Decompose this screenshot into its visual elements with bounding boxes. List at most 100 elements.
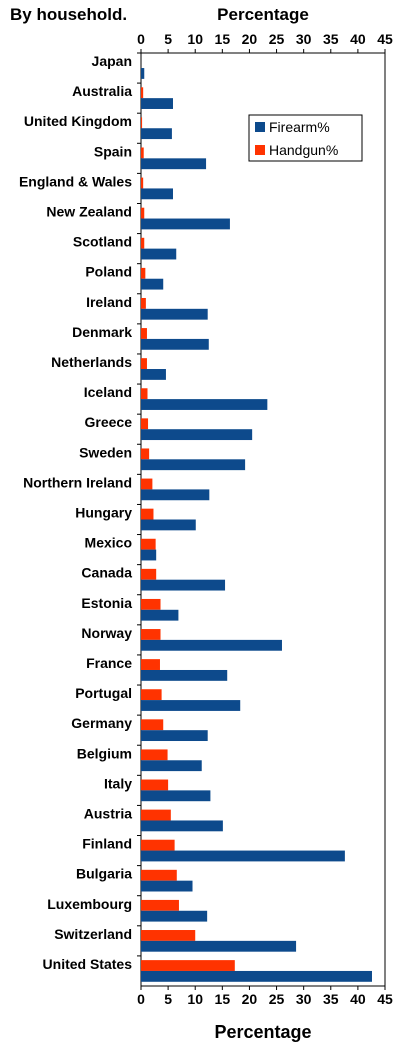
category-label: New Zealand [46, 204, 132, 220]
top-tick-label: 10 [187, 31, 203, 47]
bar-handgun [141, 147, 144, 159]
legend-box [248, 114, 363, 162]
bar-handgun [141, 358, 147, 370]
bar-firearm [141, 760, 202, 772]
bar-handgun [141, 177, 144, 189]
bar-handgun [141, 297, 146, 309]
bar-handgun [141, 629, 161, 640]
bar-firearm [141, 609, 179, 621]
bar-handgun [141, 448, 150, 460]
bar-handgun [141, 388, 148, 400]
bar-firearm [141, 579, 226, 591]
bottom-tick-label: 10 [187, 991, 203, 1007]
category-label: Denmark [72, 324, 132, 340]
bar-firearm [141, 820, 223, 832]
bar-firearm [141, 218, 230, 230]
bar-handgun [141, 598, 161, 610]
bar-handgun [141, 117, 143, 129]
category-label: Germany [71, 715, 132, 731]
category-label: Northern Ireland [23, 474, 132, 490]
top-tick-label: 45 [377, 31, 393, 47]
top-tick-label: 25 [269, 31, 285, 47]
bar-handgun [141, 689, 162, 701]
bar-handgun [141, 809, 171, 821]
bottom-tick-label: 45 [377, 991, 393, 1007]
legend-label-handgun: Handgun% [269, 142, 338, 158]
category-label: Poland [85, 264, 132, 280]
bar-firearm [141, 338, 209, 350]
category-label: Italy [104, 775, 132, 791]
category-label: Greece [85, 414, 133, 430]
bar-firearm [141, 940, 297, 952]
category-label: Switzerland [54, 926, 132, 942]
bottom-tick-label: 35 [323, 991, 339, 1007]
bar-handgun [141, 960, 235, 971]
category-label: Ireland [86, 294, 132, 310]
bar-firearm [141, 639, 282, 651]
category-label: Scotland [73, 234, 132, 250]
category-label: United Kingdom [24, 113, 132, 129]
bar-firearm [141, 158, 207, 170]
bar-firearm [141, 278, 164, 290]
bar-firearm [141, 248, 177, 260]
category-label: United States [43, 956, 133, 972]
bottom-tick-label: 5 [164, 991, 172, 1007]
category-label: Netherlands [51, 354, 132, 370]
bar-firearm [141, 128, 172, 140]
bar-firearm [141, 549, 157, 561]
legend-label-firearm: Firearm% [269, 119, 330, 135]
bar-firearm [141, 188, 173, 200]
top-tick-label: 40 [350, 31, 366, 47]
category-label: Iceland [84, 384, 132, 400]
bottom-tick-label: 20 [242, 991, 258, 1007]
bar-firearm [141, 429, 253, 441]
bar-firearm [141, 68, 145, 79]
bottom-tick-label: 15 [215, 991, 231, 1007]
bar-handgun [141, 568, 157, 580]
bar-handgun [141, 659, 160, 670]
bottom-tick-label: 30 [296, 991, 312, 1007]
bar-handgun [141, 267, 146, 279]
bottom-axis-title: Percentage [214, 1022, 311, 1042]
category-label: Spain [94, 143, 132, 159]
category-label: Belgium [77, 745, 132, 761]
bar-handgun [141, 869, 177, 881]
bar-handgun [141, 328, 147, 339]
category-label: Norway [81, 625, 132, 641]
bar-handgun [141, 418, 149, 430]
bar-firearm [141, 850, 345, 862]
bar-handgun [141, 930, 196, 941]
legend-swatch-handgun [255, 145, 265, 155]
top-tick-label: 0 [137, 31, 145, 47]
bars [141, 68, 372, 982]
bar-handgun [141, 538, 156, 550]
bar-handgun [141, 87, 144, 99]
top-axis-ticks: 0 5 10 15 20 25 30 35 40 45 [137, 31, 393, 53]
bar-firearm [141, 489, 210, 501]
bar-firearm [141, 730, 208, 742]
bar-handgun [141, 207, 145, 219]
category-label: Luxembourg [47, 896, 132, 912]
category-label: Finland [82, 836, 132, 852]
category-label: Portugal [75, 685, 132, 701]
category-label: Sweden [79, 444, 132, 460]
top-axis-title: Percentage [217, 5, 309, 24]
bar-firearm [141, 399, 268, 410]
category-label: Estonia [81, 595, 132, 611]
bar-handgun [141, 478, 153, 490]
bottom-tick-label: 0 [137, 991, 145, 1007]
category-label: Australia [72, 83, 132, 99]
bar-firearm [141, 519, 196, 531]
top-tick-label: 30 [296, 31, 312, 47]
category-label: England & Wales [19, 173, 132, 189]
bottom-tick-label: 25 [269, 991, 285, 1007]
top-tick-label: 5 [164, 31, 172, 47]
top-tick-label: 20 [242, 31, 258, 47]
bar-handgun [141, 899, 179, 911]
category-label: France [86, 655, 132, 671]
category-label: Bulgaria [76, 866, 132, 882]
bar-handgun [141, 719, 164, 731]
top-tick-label: 15 [215, 31, 231, 47]
bar-firearm [141, 700, 241, 711]
bar-firearm [141, 669, 228, 681]
